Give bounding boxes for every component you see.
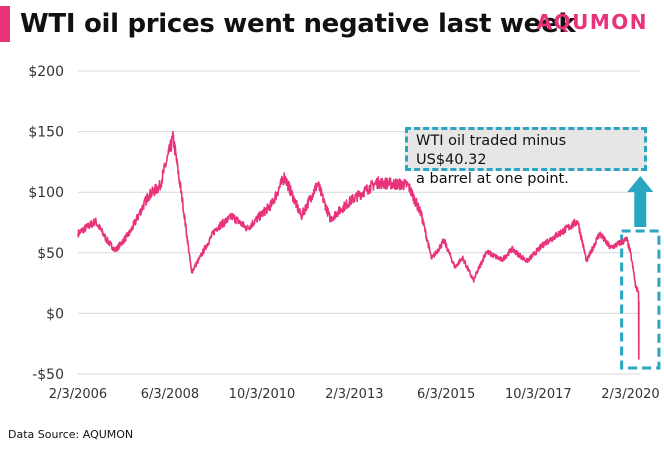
x-tick-label: 10/3/2010: [229, 387, 296, 402]
annotation-line-1: WTI oil traded minus US$40.32: [416, 133, 567, 168]
annotation-callout: WTI oil traded minus US$40.32 a barrel a…: [405, 127, 647, 187]
chart-title: WTI oil prices went negative last week: [20, 9, 576, 39]
y-tick-label: -$50: [32, 367, 64, 383]
y-tick-label: $100: [28, 185, 64, 201]
y-axis-labels: $200 $150 $100 $50 $0 -$50: [28, 64, 64, 383]
x-tick-label: 6/3/2008: [141, 387, 199, 402]
wti-price-line: [77, 130, 640, 360]
y-tick-label: $150: [28, 125, 64, 141]
y-tick-label: $0: [46, 306, 64, 322]
title-accent-bar: [0, 6, 10, 42]
y-tick-label: $200: [28, 64, 64, 80]
negative-price-highlight: [620, 176, 661, 370]
arrow-shaft: [634, 190, 647, 227]
grid-lines: [78, 70, 640, 375]
highlight-box: [620, 229, 661, 370]
x-tick-label: 2/3/2006: [49, 387, 107, 402]
x-axis-labels: 2/3/2006 6/3/2008 10/3/2010 2/3/2013 6/3/201…: [49, 387, 660, 402]
x-tick-label: 10/3/2017: [505, 387, 572, 402]
annotation-line-2: a barrel at one point.: [416, 171, 569, 187]
x-tick-label: 6/3/2015: [417, 387, 475, 402]
price-series: [77, 130, 640, 360]
brand-logo: AQUMON: [536, 10, 648, 34]
x-tick-label: 2/3/2013: [325, 387, 383, 402]
x-tick-label: 2/3/2020: [601, 387, 659, 402]
arrow-up-icon: [627, 176, 654, 192]
data-source-note: Data Source: AQUMON: [8, 428, 134, 441]
y-tick-label: $50: [37, 246, 64, 262]
